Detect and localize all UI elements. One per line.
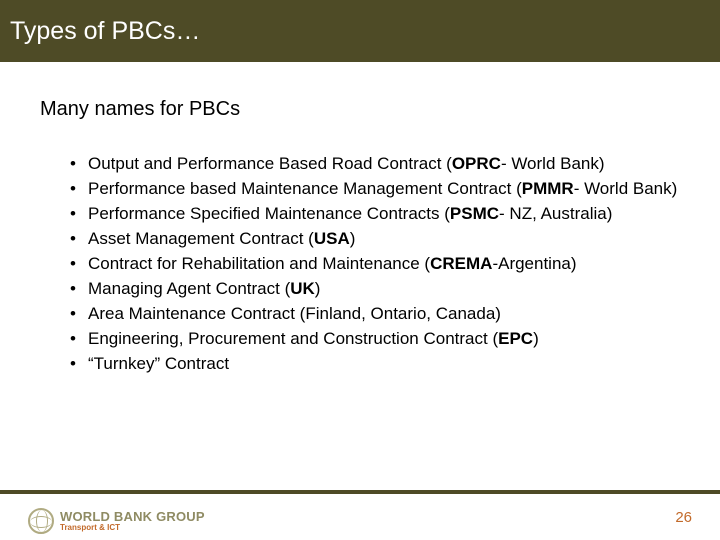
title-bar: Types of PBCs… [0, 0, 720, 62]
logo-sub-text: Transport & ICT [60, 524, 205, 532]
list-item: “Turnkey” Contract [70, 353, 680, 376]
list-item: Output and Performance Based Road Contra… [70, 153, 680, 176]
list-item: Performance based Maintenance Management… [70, 178, 680, 201]
list-item: Engineering, Procurement and Constructio… [70, 328, 680, 351]
logo-main-text: WORLD BANK GROUP [60, 510, 205, 523]
slide-title: Types of PBCs… [10, 17, 200, 46]
logo-block: WORLD BANK GROUP Transport & ICT [28, 508, 205, 534]
footer-divider [0, 490, 720, 494]
list-item: Performance Specified Maintenance Contra… [70, 203, 680, 226]
list-item: Asset Management Contract (USA) [70, 228, 680, 251]
list-item: Area Maintenance Contract (Finland, Onta… [70, 303, 680, 326]
slide: Types of PBCs… Many names for PBCs Outpu… [0, 0, 720, 540]
content-area: Many names for PBCs Output and Performan… [0, 62, 720, 375]
list-item: Managing Agent Contract (UK) [70, 278, 680, 301]
logo-text: WORLD BANK GROUP Transport & ICT [60, 510, 205, 532]
bullet-list: Output and Performance Based Road Contra… [40, 153, 680, 375]
slide-subtitle: Many names for PBCs [40, 98, 680, 121]
footer: WORLD BANK GROUP Transport & ICT 26 [0, 470, 720, 540]
globe-icon [28, 508, 54, 534]
list-item: Contract for Rehabilitation and Maintena… [70, 253, 680, 276]
page-number: 26 [675, 509, 692, 526]
